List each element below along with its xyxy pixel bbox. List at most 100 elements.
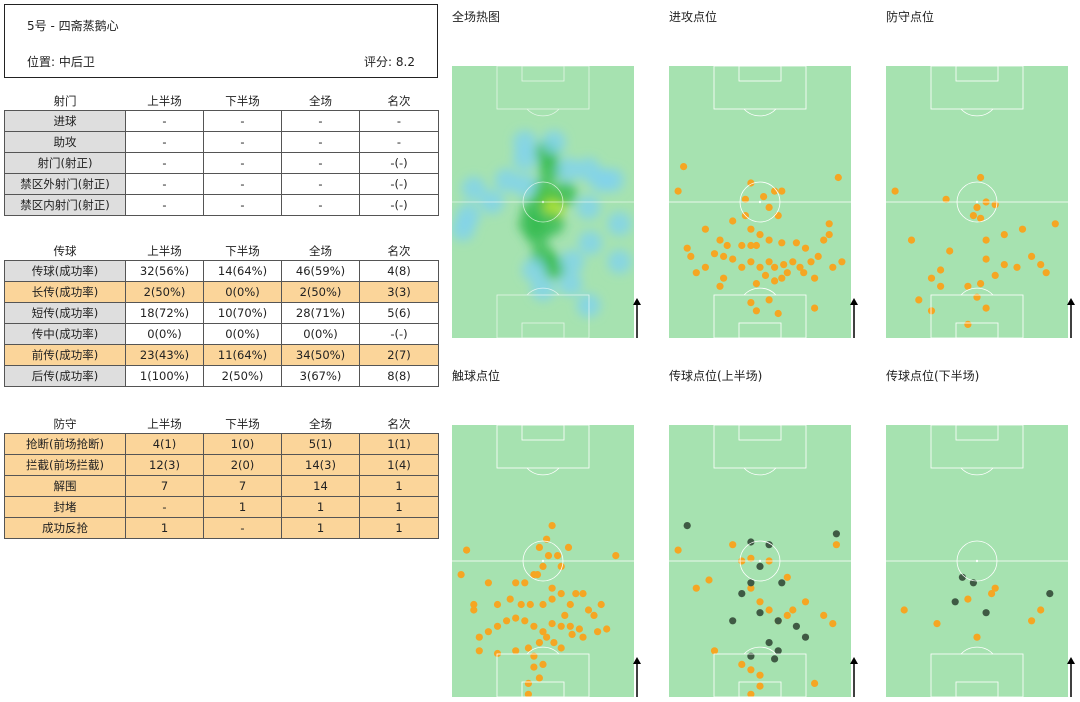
- event-dot: [765, 541, 773, 549]
- event-dot: [792, 239, 800, 247]
- event-dot: [927, 307, 936, 315]
- event-dot: [738, 241, 746, 250]
- table-row: 拦截(前场拦截) 12(3) 2(0) 14(3) 1(4): [4, 454, 439, 476]
- event-dot: [825, 220, 833, 228]
- column-header: 下半场: [225, 244, 260, 258]
- event-dot: [521, 579, 529, 587]
- table-cell: 1(0): [203, 433, 282, 455]
- event-dot: [814, 252, 822, 260]
- heat-blob: [541, 130, 566, 155]
- table-cell: 23(43%): [125, 344, 204, 366]
- event-dot: [783, 573, 791, 581]
- pass-first-half-pitch: [669, 424, 851, 698]
- event-dot: [778, 579, 786, 587]
- column-header: 上半场: [147, 244, 182, 258]
- event-dot: [716, 282, 724, 290]
- pitch-svg: [669, 424, 851, 698]
- heat-blob: [461, 176, 486, 201]
- table-cell: -: [203, 194, 282, 216]
- event-dot: [524, 679, 532, 687]
- event-dot: [674, 546, 682, 554]
- event-dot: [829, 263, 837, 271]
- table-cell: 3(67%): [281, 365, 360, 387]
- column-header: 名次: [387, 94, 411, 108]
- event-dot: [982, 304, 990, 312]
- event-dot: [756, 671, 764, 679]
- table-cell: 34(50%): [281, 344, 360, 366]
- event-dot: [543, 633, 551, 641]
- table-row: 助攻 - - - -: [4, 131, 439, 153]
- table-cell: 2(50%): [203, 365, 282, 387]
- event-dot: [801, 598, 810, 606]
- table-cell: -: [203, 131, 282, 153]
- row-label: 射门(射正): [4, 152, 126, 174]
- heatmap-title: 全场热图: [452, 10, 501, 24]
- table-cell: 2(50%): [281, 281, 360, 303]
- row-label: 长传(成功率): [4, 281, 126, 303]
- event-dot: [765, 258, 773, 266]
- event-dot: [566, 622, 574, 630]
- pass-second-half-title: 传球点位(下半场): [886, 369, 980, 383]
- heat-blob: [578, 230, 603, 255]
- heat-blob: [576, 293, 601, 318]
- event-dot: [738, 660, 746, 668]
- table-cell: -: [125, 194, 204, 216]
- table-cell: 3(3): [359, 281, 439, 303]
- event-dot: [1018, 225, 1027, 233]
- event-dot: [747, 690, 755, 698]
- table-cell: 32(56%): [125, 260, 204, 282]
- event-dot: [729, 217, 737, 225]
- table-cell: -: [203, 517, 282, 539]
- event-dot: [807, 258, 815, 266]
- table-cell: 1(100%): [125, 365, 204, 387]
- event-dot: [1000, 261, 1008, 269]
- event-dot: [771, 655, 779, 663]
- event-dot: [470, 600, 478, 609]
- event-dot: [1000, 231, 1008, 239]
- event-dot: [544, 552, 553, 560]
- event-dot: [687, 252, 695, 260]
- event-dot: [561, 611, 569, 619]
- event-dot: [811, 679, 819, 687]
- event-dot: [747, 241, 755, 250]
- heat-blob: [576, 157, 601, 182]
- event-dot: [680, 163, 688, 171]
- event-dot: [575, 625, 583, 633]
- event-dot: [756, 598, 764, 606]
- table-cell: -(-): [359, 194, 439, 216]
- event-dot: [825, 231, 833, 239]
- event-dot: [933, 620, 941, 628]
- table-cell: 1: [281, 517, 360, 539]
- event-dot: [741, 195, 749, 203]
- table-header-row: 防守 上半场 下半场 全场 名次: [5, 415, 439, 434]
- table-cell: 46(59%): [281, 260, 360, 282]
- table-cell: -: [125, 152, 204, 174]
- row-label: 传中(成功率): [4, 323, 126, 345]
- event-dot: [756, 609, 764, 617]
- event-dot: [475, 633, 483, 641]
- event-dot: [964, 282, 972, 290]
- event-dot: [484, 579, 492, 587]
- table-row: 封堵 -1 1 1: [4, 496, 439, 518]
- table-cell: 0(0%): [203, 323, 282, 345]
- event-dot: [524, 690, 532, 698]
- table-cell: -: [281, 110, 360, 132]
- event-dot: [907, 236, 916, 244]
- pitch-svg: [452, 424, 634, 698]
- table-cell: -: [203, 110, 282, 132]
- event-dot: [991, 584, 999, 592]
- event-dot: [1051, 220, 1059, 228]
- attack-direction-arrow-icon: [850, 657, 858, 697]
- column-header: 上半场: [147, 417, 182, 431]
- event-dot: [774, 647, 782, 655]
- event-dot: [977, 173, 985, 182]
- event-dot: [568, 630, 576, 638]
- event-dot: [493, 649, 502, 658]
- event-dot: [554, 552, 562, 560]
- event-dot: [521, 617, 529, 625]
- event-dot: [729, 255, 737, 263]
- row-label: 解围: [4, 475, 126, 497]
- table-cell: 1: [359, 496, 439, 518]
- event-dot: [530, 663, 538, 671]
- table-row: 传球(成功率) 32(56%) 14(64%) 46(59%) 4(8): [4, 260, 439, 282]
